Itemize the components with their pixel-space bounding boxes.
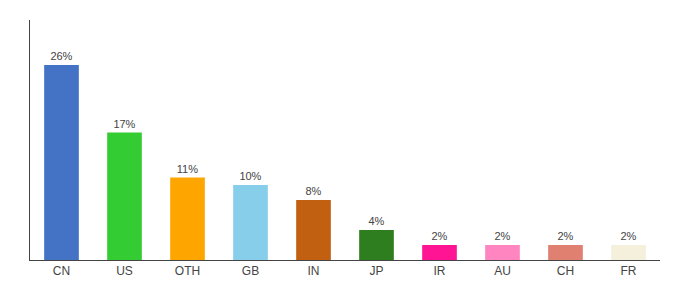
svg-text:IN: IN bbox=[308, 264, 320, 278]
svg-text:OTH: OTH bbox=[175, 264, 200, 278]
svg-text:FR: FR bbox=[621, 264, 637, 278]
svg-text:CH: CH bbox=[557, 264, 574, 278]
svg-text:11%: 11% bbox=[177, 163, 198, 175]
svg-text:26%: 26% bbox=[50, 50, 72, 62]
svg-text:17%: 17% bbox=[113, 118, 135, 130]
svg-text:8%: 8% bbox=[305, 185, 321, 197]
svg-text:AU: AU bbox=[494, 264, 511, 278]
svg-text:4%: 4% bbox=[368, 215, 384, 227]
svg-text:CN: CN bbox=[53, 264, 70, 278]
svg-text:2%: 2% bbox=[431, 230, 447, 242]
svg-text:2%: 2% bbox=[557, 230, 573, 242]
svg-text:10%: 10% bbox=[239, 170, 261, 182]
svg-text:US: US bbox=[116, 264, 133, 278]
svg-text:2%: 2% bbox=[494, 230, 510, 242]
svg-text:JP: JP bbox=[369, 264, 383, 278]
svg-text:GB: GB bbox=[242, 264, 259, 278]
svg-text:IR: IR bbox=[434, 264, 446, 278]
svg-text:2%: 2% bbox=[620, 230, 636, 242]
